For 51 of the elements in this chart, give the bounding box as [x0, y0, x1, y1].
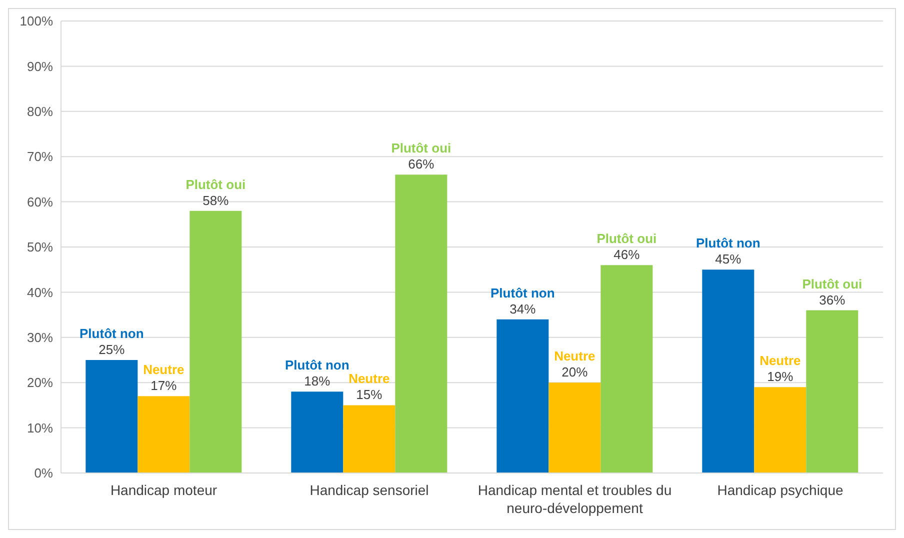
data-label: 15%: [356, 387, 383, 402]
y-tick-label: 10%: [26, 420, 54, 436]
text: Plutôt non: [285, 358, 350, 373]
bar: [190, 210, 242, 473]
y-tick-label: 20%: [26, 375, 54, 390]
data-label: 46%: [614, 247, 640, 262]
y-tick-label: 90%: [26, 58, 54, 74]
series-label: Plutôt oui: [596, 231, 657, 246]
text: Plutôt oui: [186, 176, 246, 192]
data-label: 17%: [150, 378, 178, 394]
data-label: 20%: [562, 364, 588, 380]
bar: [395, 174, 448, 473]
y-tick-label: 70%: [26, 149, 54, 164]
text: Neutre: [554, 348, 596, 364]
text: Plutôt oui: [802, 276, 862, 292]
data-label: 58%: [202, 192, 230, 208]
data-label: 36%: [819, 292, 846, 308]
data-label: 66%: [408, 156, 435, 172]
bar: [806, 310, 858, 473]
x-tick-label: Handicap moteur: [110, 482, 218, 498]
series-label: Neutre: [143, 362, 184, 378]
text: Plutôt non: [490, 285, 555, 300]
x-tick-label: Handicap sensoriel: [310, 482, 429, 498]
y-tick-label: 0%: [34, 466, 54, 481]
bar: [343, 405, 396, 473]
y-tick-label: 60%: [26, 194, 54, 210]
data-label: 25%: [98, 342, 126, 357]
data-label: 19%: [767, 369, 794, 384]
y-tick-label: 50%: [26, 240, 54, 255]
bar: [291, 392, 344, 473]
bar: [138, 396, 190, 473]
data-label: 18%: [304, 374, 331, 389]
y-tick-label: 40%: [26, 284, 54, 300]
bar: [86, 360, 138, 473]
y-tick-label: 100%: [20, 14, 54, 29]
text: Neutre: [760, 353, 801, 368]
series-label: Plutôt non: [80, 326, 144, 341]
data-label: 45%: [715, 252, 742, 267]
text: Neutre: [348, 371, 390, 386]
x-tick-label: Handicap psychique: [717, 482, 844, 498]
bar: [548, 382, 601, 473]
bar: [754, 387, 806, 473]
x-tick-label: Handicap mental et troubles du neuro-développement: [478, 482, 672, 516]
y-tick-label: 80%: [26, 104, 54, 120]
bar: [702, 270, 754, 473]
text: Plutôt oui: [391, 140, 452, 156]
data-label: 34%: [510, 301, 536, 316]
bar: [600, 265, 653, 473]
y-tick-label: 30%: [26, 330, 54, 346]
bar: [496, 319, 549, 473]
text: Plutôt non: [696, 236, 760, 251]
